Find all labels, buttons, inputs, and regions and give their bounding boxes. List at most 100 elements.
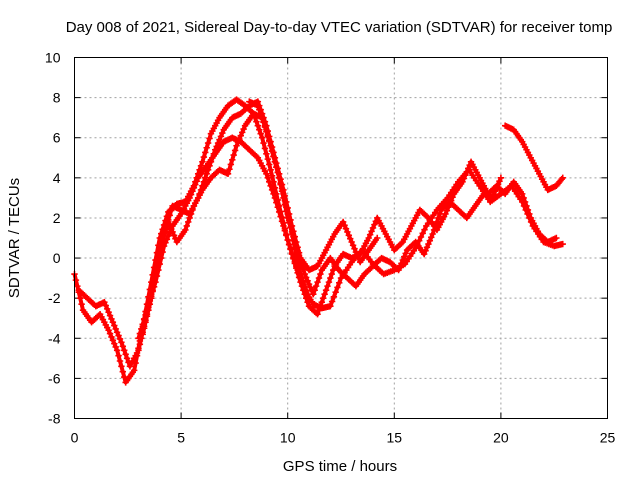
x-tick-label: 15 <box>387 430 403 446</box>
data-point-marker <box>493 184 500 192</box>
data-point-marker <box>106 330 114 337</box>
data-point-marker <box>148 294 155 302</box>
data-point-marker <box>345 232 353 239</box>
data-point-marker <box>170 232 178 239</box>
series-satellite-track-5 <box>501 122 566 194</box>
data-point-marker <box>395 266 402 274</box>
data-point-marker <box>183 222 190 230</box>
y-tick-label: -8 <box>48 411 61 427</box>
data-point-marker <box>118 339 125 346</box>
data-point-marker <box>304 277 311 284</box>
data-point-marker <box>78 300 85 308</box>
data-point-marker <box>261 145 269 152</box>
data-point-marker <box>116 335 124 343</box>
data-point-marker <box>283 204 290 211</box>
data-point-marker <box>256 126 263 133</box>
data-point-marker <box>274 204 281 211</box>
data-point-marker <box>281 197 289 204</box>
data-point-marker <box>553 234 560 242</box>
data-point-marker <box>160 232 168 240</box>
data-point-marker <box>523 202 530 210</box>
data-point-marker <box>497 174 505 182</box>
data-point-marker <box>197 162 205 169</box>
y-tick-label: 8 <box>53 90 61 106</box>
data-point-marker <box>278 218 286 225</box>
data-point-marker <box>293 250 300 258</box>
data-point-marker <box>489 194 496 202</box>
y-tick-label: 0 <box>53 250 61 266</box>
data-point-marker <box>263 170 270 178</box>
data-point-marker <box>263 126 270 133</box>
data-point-marker <box>283 232 290 239</box>
data-point-marker <box>189 206 196 214</box>
data-point-marker <box>266 178 273 186</box>
data-point-marker <box>302 286 310 294</box>
data-point-marker <box>524 206 532 214</box>
data-point-marker <box>442 210 449 218</box>
data-point-marker <box>519 190 526 198</box>
data-point-marker <box>136 341 144 348</box>
data-point-marker <box>140 325 148 332</box>
data-point-marker <box>559 240 566 248</box>
data-point-marker <box>428 234 435 241</box>
data-point-marker <box>324 282 331 290</box>
data-point-marker <box>287 246 294 253</box>
data-point-marker <box>273 199 280 206</box>
data-point-marker <box>159 237 166 244</box>
data-point-marker <box>399 256 407 264</box>
data-point-marker <box>277 179 284 187</box>
data-point-marker <box>258 134 266 141</box>
data-point-marker <box>264 174 272 182</box>
data-point-marker <box>291 244 299 251</box>
data-point-marker <box>366 231 374 238</box>
data-point-marker <box>189 188 196 195</box>
data-point-marker <box>260 139 267 147</box>
data-point-marker <box>300 278 307 286</box>
data-point-marker <box>294 257 301 264</box>
data-point-marker <box>328 270 335 278</box>
data-point-marker <box>284 210 291 218</box>
data-point-marker <box>116 357 124 365</box>
data-point-marker <box>278 185 286 192</box>
data-point-marker <box>329 266 337 274</box>
data-point-marker <box>275 174 283 182</box>
data-point-marker <box>158 242 165 249</box>
data-point-marker <box>186 214 193 222</box>
data-point-marker <box>430 226 438 234</box>
data-point-marker <box>233 142 240 149</box>
data-point-marker <box>368 228 375 235</box>
data-point-marker <box>374 234 381 242</box>
data-point-marker <box>339 218 347 226</box>
y-tick-label: 2 <box>53 210 61 226</box>
data-point-marker <box>101 298 108 306</box>
data-point-marker <box>526 210 533 218</box>
data-point-marker <box>200 153 208 161</box>
data-point-marker <box>301 282 308 290</box>
data-point-marker <box>72 276 80 284</box>
data-point-marker <box>266 137 273 144</box>
data-point-marker <box>273 163 280 171</box>
series-satellite-track-6 <box>246 98 313 302</box>
data-point-marker <box>332 288 339 296</box>
data-point-marker <box>162 228 169 235</box>
data-point-marker <box>426 237 434 244</box>
data-point-marker <box>423 244 431 251</box>
data-point-marker <box>275 208 283 216</box>
data-point-marker <box>304 290 311 298</box>
data-point-marker <box>398 260 405 267</box>
data-point-marker <box>167 207 175 214</box>
data-point-marker <box>311 286 318 294</box>
data-point-marker <box>229 156 236 163</box>
data-point-marker <box>312 282 320 290</box>
data-point-marker <box>559 174 566 182</box>
data-point-marker <box>268 147 276 155</box>
data-point-marker <box>202 149 209 156</box>
data-point-marker <box>422 247 429 254</box>
data-point-marker <box>182 226 189 234</box>
data-point-marker <box>113 347 121 354</box>
data-point-marker <box>204 139 212 147</box>
data-point-marker <box>149 286 156 294</box>
y-tick-label: -6 <box>48 370 61 386</box>
data-point-marker <box>317 270 324 278</box>
data-point-marker <box>219 129 226 137</box>
